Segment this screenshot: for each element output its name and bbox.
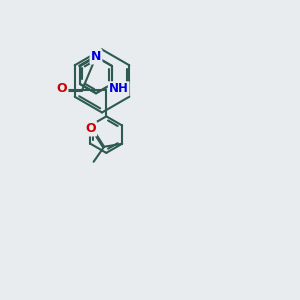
Text: O: O <box>85 122 96 135</box>
Text: N: N <box>91 50 101 63</box>
Text: NH: NH <box>109 82 129 95</box>
Text: O: O <box>57 82 67 95</box>
